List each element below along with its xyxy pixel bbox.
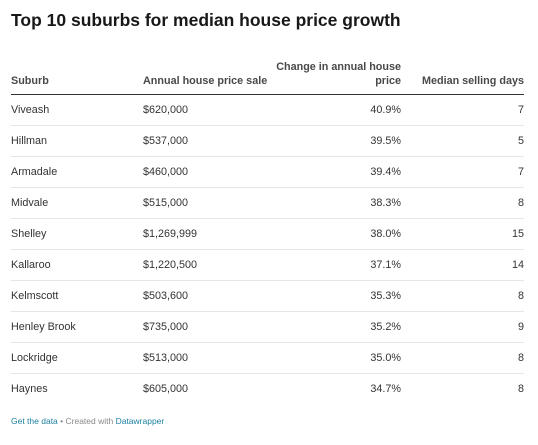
cell-price-change: 35.2% <box>268 311 401 343</box>
cell-selling-days: 8 <box>401 187 524 219</box>
cell-annual-price: $503,600 <box>143 280 268 312</box>
cell-selling-days: 7 <box>401 156 524 188</box>
cell-selling-days: 5 <box>401 125 524 157</box>
cell-suburb: Haynes <box>11 383 48 395</box>
cell-annual-price: $515,000 <box>143 187 268 219</box>
chart-title: Top 10 suburbs for median house price gr… <box>11 10 401 30</box>
table-row: Haynes $605,000 34.7% 8 <box>11 374 524 405</box>
table-body: Viveash $620,000 40.9% 7 Hillman $537,000 39.5… <box>11 94 524 405</box>
cell-annual-price: $605,000 <box>143 383 189 395</box>
cell-selling-days: 15 <box>401 218 524 250</box>
cell-price-change: 40.9% <box>268 94 401 126</box>
footer: Get the data • Created with Datawrapper <box>11 416 164 426</box>
cell-price-change: 35.0% <box>268 342 401 374</box>
table-row: Henley Brook $735,000 35.2% 9 <box>11 311 524 343</box>
cell-suburb: Kallaroo <box>11 249 143 281</box>
cell-suburb: Armadale <box>11 156 143 188</box>
cell-price-change: 39.4% <box>268 156 401 188</box>
cell-selling-days: 7 <box>401 94 524 126</box>
cell-suburb: Kelmscott <box>11 280 143 312</box>
cell-suburb: Hillman <box>11 125 143 157</box>
datawrapper-link[interactable]: Datawrapper <box>115 416 165 426</box>
cell-price-change: 38.0% <box>268 218 401 250</box>
table-row: Lockridge $513,000 35.0% 8 <box>11 342 524 374</box>
table-row: Viveash $620,000 40.9% 7 <box>11 94 524 126</box>
table-row: Kallaroo $1,220,500 37.1% 14 <box>11 249 524 281</box>
cell-annual-price: $1,269,999 <box>143 218 268 250</box>
cell-suburb: Viveash <box>11 94 143 126</box>
table-row: Kelmscott $503,600 35.3% 8 <box>11 280 524 312</box>
cell-price-change: 34.7% <box>370 383 401 395</box>
cell-selling-days: 8 <box>401 342 524 374</box>
table-row: Midvale $515,000 38.3% 8 <box>11 187 524 219</box>
cell-price-change: 38.3% <box>268 187 401 219</box>
cell-suburb: Lockridge <box>11 342 143 374</box>
cell-selling-days: 9 <box>401 311 524 343</box>
table-row: Shelley $1,269,999 38.0% 15 <box>11 218 524 250</box>
get-the-data-link[interactable]: Get the data <box>11 416 58 426</box>
cell-annual-price: $460,000 <box>143 156 268 188</box>
column-header-suburb[interactable]: Suburb <box>11 52 143 95</box>
cell-price-change: 39.5% <box>268 125 401 157</box>
data-table: Suburb Annual house price sale Change in… <box>11 52 524 404</box>
cell-price-change: 37.1% <box>268 249 401 281</box>
cell-selling-days: 14 <box>401 249 524 281</box>
column-header-annual-price[interactable]: Annual house price sale <box>143 52 268 95</box>
cell-suburb: Henley Brook <box>11 311 143 343</box>
cell-annual-price: $1,220,500 <box>143 249 268 281</box>
cell-annual-price: $620,000 <box>143 94 268 126</box>
header-row: Suburb Annual house price sale Change in… <box>11 52 524 95</box>
column-header-selling-days[interactable]: Median selling days <box>401 52 524 95</box>
cell-suburb: Shelley <box>11 218 143 250</box>
cell-annual-price: $537,000 <box>143 125 268 157</box>
column-header-price-change[interactable]: Change in annual house price <box>268 52 401 95</box>
cell-price-change: 35.3% <box>268 280 401 312</box>
cell-suburb: Midvale <box>11 187 143 219</box>
table-row: Armadale $460,000 39.4% 7 <box>11 156 524 188</box>
cell-selling-days: 8 <box>401 280 524 312</box>
footer-separator-text: • Created with <box>57 416 116 426</box>
cell-annual-price: $513,000 <box>143 342 268 374</box>
cell-selling-days: 8 <box>517 383 524 395</box>
table-row: Hillman $537,000 39.5% 5 <box>11 125 524 157</box>
cell-annual-price: $735,000 <box>143 311 268 343</box>
